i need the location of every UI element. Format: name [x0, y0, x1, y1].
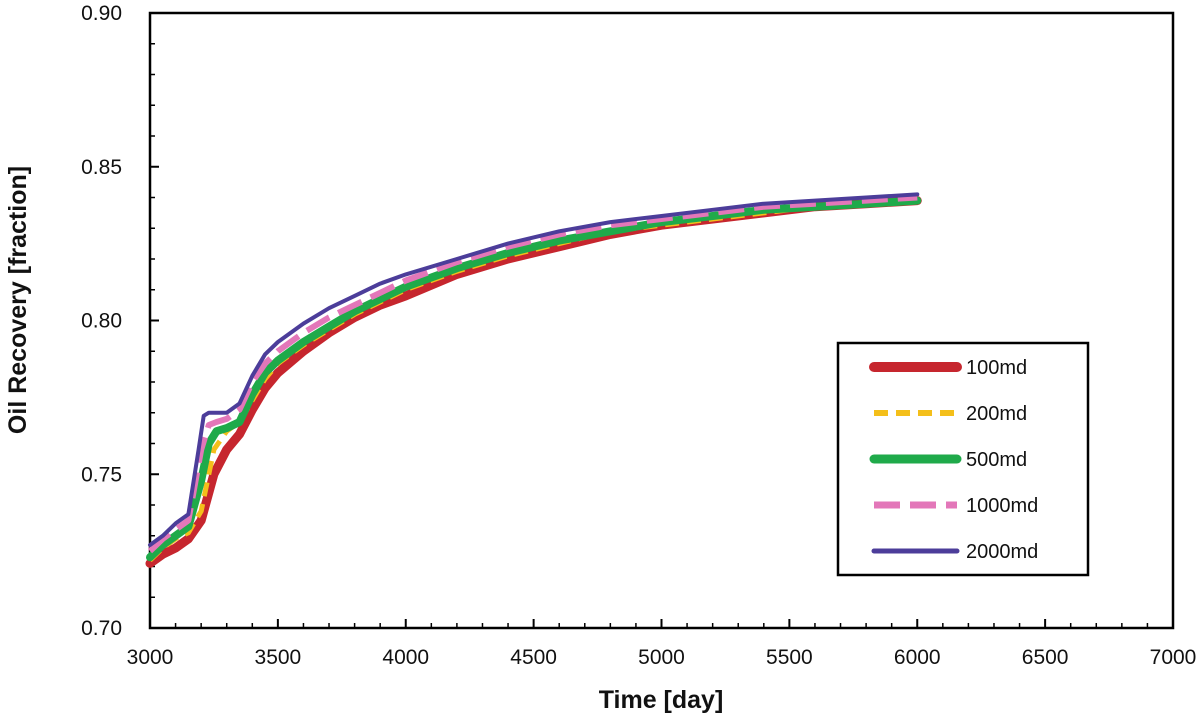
legend-label: 100md	[966, 357, 1027, 379]
x-tick-label: 4500	[510, 646, 557, 669]
y-tick-label: 0.70	[81, 617, 122, 640]
series-line-2000md	[148, 192, 920, 547]
x-tick-label: 7000	[1150, 646, 1197, 669]
legend-label: 200md	[966, 403, 1027, 425]
legend-label: 500md	[966, 449, 1027, 471]
y-tick-label: 0.90	[81, 2, 122, 25]
y-tick-label: 0.75	[81, 463, 122, 486]
series-line-500md	[146, 196, 922, 562]
x-tick-label: 3000	[127, 646, 174, 669]
x-tick-label: 4000	[382, 646, 429, 669]
x-tick-label: 5000	[638, 646, 685, 669]
y-axis: 0.70 0.75 0.80 0.85 0.90	[81, 2, 159, 640]
y-axis-title: Oil Recovery [fraction]	[4, 166, 32, 434]
x-tick-label: 6500	[1022, 646, 1069, 669]
x-tick-label: 6000	[894, 646, 941, 669]
series-line-1000md	[147, 194, 918, 554]
legend: 100md 200md 500md 1000md 2000md	[836, 341, 1090, 577]
x-tick-label: 3500	[255, 646, 302, 669]
legend-label: 2000md	[966, 541, 1038, 563]
y-tick-label: 0.85	[81, 156, 122, 179]
y-tick-label: 0.80	[81, 310, 122, 333]
x-axis-title: Time [day]	[599, 686, 724, 714]
legend-label: 1000md	[966, 495, 1038, 517]
x-tick-label: 5500	[766, 646, 813, 669]
x-axis: 3000 3500 4000 4500 5000 5500 6000 6500 7000	[127, 619, 1197, 669]
series-lines	[145, 192, 922, 568]
